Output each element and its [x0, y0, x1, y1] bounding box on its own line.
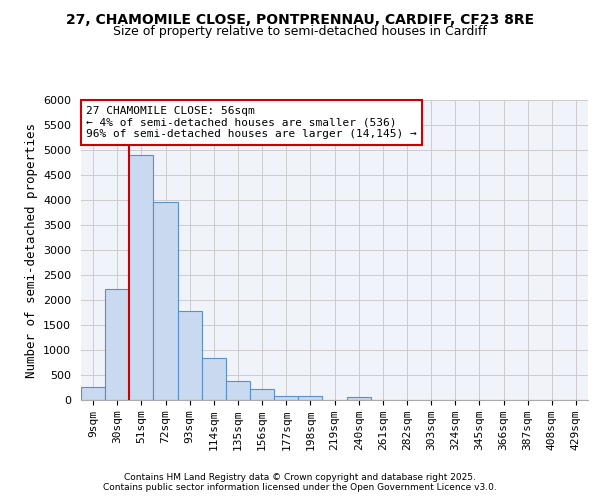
Text: 27 CHAMOMILE CLOSE: 56sqm
← 4% of semi-detached houses are smaller (536)
96% of : 27 CHAMOMILE CLOSE: 56sqm ← 4% of semi-d…	[86, 106, 417, 139]
Bar	[347, 397, 371, 400]
Bar	[274, 396, 298, 400]
Text: Size of property relative to semi-detached houses in Cardiff: Size of property relative to semi-detach…	[113, 25, 487, 38]
Text: Contains HM Land Registry data © Crown copyright and database right 2025.: Contains HM Land Registry data © Crown c…	[124, 474, 476, 482]
Bar	[226, 380, 250, 400]
Bar	[178, 310, 202, 400]
Y-axis label: Number of semi-detached properties: Number of semi-detached properties	[25, 122, 38, 378]
Text: Contains public sector information licensed under the Open Government Licence v3: Contains public sector information licen…	[103, 484, 497, 492]
Bar	[298, 396, 322, 400]
Bar	[154, 202, 178, 400]
Bar	[81, 386, 105, 400]
Text: 27, CHAMOMILE CLOSE, PONTPRENNAU, CARDIFF, CF23 8RE: 27, CHAMOMILE CLOSE, PONTPRENNAU, CARDIF…	[66, 12, 534, 26]
Bar	[250, 389, 274, 400]
Bar	[202, 358, 226, 400]
Bar	[105, 288, 129, 400]
Bar	[129, 155, 154, 400]
